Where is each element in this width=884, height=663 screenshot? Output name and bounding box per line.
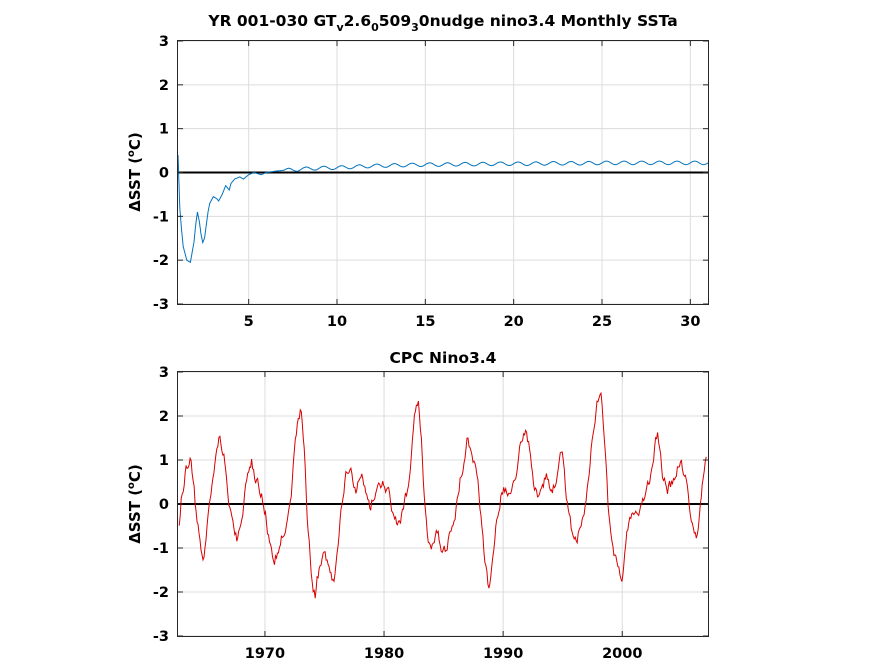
x-tick-label: 30 — [680, 314, 700, 330]
x-tick-label: 5 — [244, 314, 254, 330]
bottom-axes-frame — [177, 371, 709, 637]
y-tick-label: 3 — [159, 365, 169, 381]
x-tick-label: 1990 — [483, 646, 523, 662]
x-tick-label: 25 — [592, 314, 612, 330]
top-axes-frame — [177, 40, 709, 305]
top-ticks: 5 10 15 20 25 30 -3 -2 -1 0 1 2 3 — [153, 34, 708, 330]
bottom-chart-title: CPC Nino3.4 — [390, 349, 497, 367]
bottom-ticks: 1970 1980 1990 2000 -3 -2 -1 0 1 2 3 — [153, 365, 708, 662]
top-y-axis-label: ΔSST (oC) — [126, 132, 144, 212]
x-tick-label: 20 — [504, 314, 524, 330]
y-tick-label: -2 — [153, 585, 169, 601]
y-tick-label: 1 — [159, 122, 169, 138]
y-tick-label: 0 — [159, 497, 169, 513]
y-tick-label: 2 — [159, 409, 169, 425]
top-series-line — [177, 154, 709, 264]
y-tick-label: -3 — [153, 629, 169, 645]
top-panel: YR 001-030 GTv2.6050930nudge nino3.4 Mon… — [126, 12, 709, 330]
y-tick-label: 2 — [159, 78, 169, 94]
top-chart-title: YR 001-030 GTv2.6050930nudge nino3.4 Mon… — [207, 12, 677, 34]
x-tick-label: 10 — [327, 314, 347, 330]
bottom-panel: CPC Nino3.4 1970 1980 1990 2000 -3 -2 -1 0 1 2 3 Δ… — [126, 349, 709, 662]
y-tick-label: -1 — [153, 541, 169, 557]
y-tick-label: 1 — [159, 453, 169, 469]
y-tick-label: -2 — [153, 253, 169, 269]
y-tick-label: 3 — [159, 34, 169, 50]
x-tick-label: 15 — [415, 314, 435, 330]
x-tick-label: 1980 — [364, 646, 404, 662]
y-tick-label: 0 — [159, 166, 169, 182]
bottom-y-axis-label: ΔSST (oC) — [126, 464, 144, 544]
x-tick-label: 2000 — [602, 646, 642, 662]
bottom-series-line — [178, 391, 707, 599]
y-tick-label: -3 — [153, 297, 169, 313]
x-tick-label: 1970 — [245, 646, 285, 662]
y-tick-label: -1 — [153, 209, 169, 225]
